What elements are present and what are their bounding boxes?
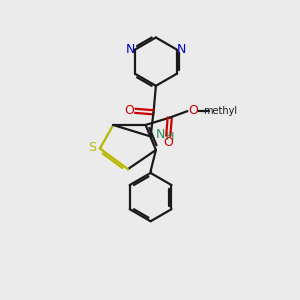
Text: methyl: methyl xyxy=(203,106,237,116)
Text: O: O xyxy=(188,104,198,117)
Text: N: N xyxy=(155,128,165,142)
Text: S: S xyxy=(88,141,96,154)
Text: H: H xyxy=(166,132,174,142)
Text: O: O xyxy=(163,136,173,149)
Text: O: O xyxy=(124,104,134,117)
Text: N: N xyxy=(176,43,186,56)
Text: N: N xyxy=(126,43,135,56)
